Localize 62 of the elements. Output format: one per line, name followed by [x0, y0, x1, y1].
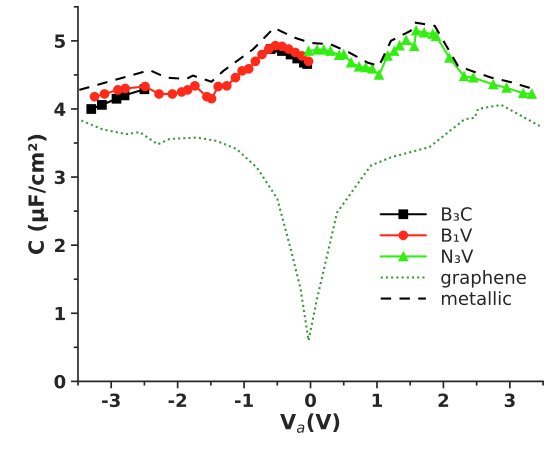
legend-label: B₃C — [442, 207, 472, 221]
point — [90, 92, 100, 102]
line-series — [80, 104, 541, 342]
point — [444, 53, 454, 63]
point — [182, 85, 192, 95]
point — [389, 46, 400, 56]
point — [419, 28, 430, 38]
legend-label: B₁V — [442, 228, 472, 242]
x-tick-label: -1 — [235, 394, 253, 407]
point — [401, 35, 412, 46]
point — [518, 88, 528, 98]
point — [222, 80, 232, 91]
x-tick-label: 3 — [504, 393, 515, 408]
point — [100, 89, 110, 99]
x-tick-label: -3 — [102, 393, 120, 408]
point — [409, 41, 420, 52]
x-tick-label: -2 — [168, 393, 186, 407]
point — [190, 80, 200, 91]
point — [213, 82, 224, 92]
point — [167, 89, 178, 99]
y-tick-label: 3 — [54, 170, 65, 184]
y-tick-label: 5 — [55, 34, 65, 48]
point — [354, 62, 364, 72]
point — [411, 26, 422, 36]
point — [206, 94, 216, 104]
point — [326, 46, 336, 56]
point — [526, 89, 537, 99]
point — [382, 50, 392, 61]
point — [120, 84, 130, 94]
point — [244, 64, 254, 74]
point — [257, 50, 267, 60]
point — [502, 82, 512, 93]
x-tick-label: 0 — [305, 393, 316, 408]
x-axis-title: V$_{a}$(V) — [280, 413, 340, 433]
point — [394, 40, 404, 50]
legend-label: metallic — [442, 291, 512, 306]
x-tick-label: 2 — [438, 393, 448, 407]
point — [97, 100, 107, 110]
point — [304, 56, 314, 66]
point — [140, 82, 150, 92]
legend-label: graphene — [441, 270, 526, 288]
x-tick-label: 1 — [372, 394, 382, 407]
point — [488, 80, 498, 90]
point — [459, 71, 469, 82]
y-axis-title: C (μF/cm²) — [28, 134, 48, 254]
y-tick-label: 2 — [55, 238, 65, 252]
point — [154, 89, 164, 99]
point — [304, 46, 314, 56]
y-tick-label: 1 — [56, 306, 65, 320]
y-tick-label: 0 — [54, 374, 66, 388]
y-tick-label: 4 — [54, 102, 66, 116]
legend-label: N₃V — [442, 250, 474, 263]
point — [360, 62, 371, 72]
point — [431, 31, 441, 41]
point — [86, 104, 96, 114]
point — [468, 72, 478, 82]
point — [250, 56, 260, 66]
point — [367, 64, 378, 74]
point — [346, 58, 356, 68]
point — [318, 44, 329, 55]
point — [374, 70, 384, 80]
point — [230, 72, 240, 82]
